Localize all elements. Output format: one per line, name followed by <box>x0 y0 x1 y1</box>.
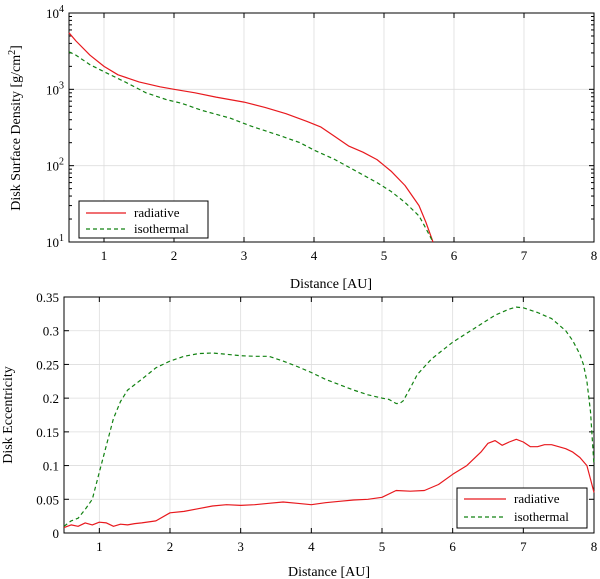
surface-density-legend: radiative isothermal <box>78 200 209 239</box>
series-line-isothermal <box>68 51 434 243</box>
surface-density-chart: 1 2 3 4 5 6 7 8 101 102 103 104 Distance [AU] Disk … <box>7 4 597 292</box>
x-tick-label: 6 <box>451 248 458 263</box>
y-tick-label: 0.1 <box>43 459 59 474</box>
y-tick-label: 0.15 <box>36 425 59 440</box>
eccentricity-grid <box>64 297 594 533</box>
y-tick-label: 0.3 <box>43 324 59 339</box>
y-tick-label: 0 <box>53 526 60 541</box>
legend-label-radiative: radiative <box>134 205 180 220</box>
y-tick-label: 0.35 <box>36 290 59 305</box>
surface-density-plot-frame <box>68 12 595 243</box>
surface-density-x-axis-label: Distance [AU] <box>290 277 372 292</box>
legend-label-isothermal: isothermal <box>134 221 189 236</box>
y-tick-label: 101 <box>46 233 64 250</box>
x-tick-label: 3 <box>241 248 248 263</box>
series-line-radiative <box>68 32 434 243</box>
x-tick-label: 8 <box>591 539 598 554</box>
surface-density-y-axis-label: Disk Surface Density [g/cm2] <box>7 45 24 211</box>
series-line-radiative <box>63 438 595 529</box>
y-tick-label: 103 <box>46 80 64 97</box>
legend-label-isothermal: isothermal <box>514 509 569 524</box>
x-tick-label: 4 <box>311 248 318 263</box>
surface-density-series <box>68 32 434 243</box>
x-tick-label: 5 <box>379 539 386 554</box>
eccentricity-y-axis-label: Disk Eccentricity <box>1 366 16 464</box>
eccentricity-x-axis-label: Distance [AU] <box>288 565 370 579</box>
x-tick-label: 4 <box>308 539 315 554</box>
y-tick-label: 0.25 <box>36 357 59 372</box>
x-tick-label: 5 <box>381 248 388 263</box>
x-tick-label: 7 <box>521 248 528 263</box>
x-tick-label: 2 <box>167 539 174 554</box>
eccentricity-legend: radiative isothermal <box>456 487 588 529</box>
x-tick-label: 1 <box>101 248 108 263</box>
eccentricity-plot-frame <box>63 296 595 534</box>
x-tick-label: 2 <box>171 248 178 263</box>
surface-density-ticks: 1 2 3 4 5 6 7 8 101 102 103 104 <box>46 4 597 263</box>
x-tick-label: 3 <box>237 539 244 554</box>
y-tick-label: 0.05 <box>36 492 59 507</box>
eccentricity-legend-box <box>456 487 588 529</box>
y-tick-label: 102 <box>46 157 64 174</box>
eccentricity-ticks: 1 2 3 4 5 6 7 8 0 0.05 0.1 0.15 0.2 0.25 0.3 0.35 <box>36 290 597 554</box>
x-tick-label: 7 <box>520 539 527 554</box>
x-tick-label: 8 <box>591 248 598 263</box>
eccentricity-series <box>63 306 595 529</box>
surface-density-legend-box <box>78 200 209 239</box>
legend-label-radiative: radiative <box>514 491 560 506</box>
y-tick-label: 0.2 <box>43 391 59 406</box>
y-tick-label: 104 <box>46 4 64 21</box>
eccentricity-chart: 1 2 3 4 5 6 7 8 0 0.05 0.1 0.15 0.2 0.25 0.3 0.35 Dista… <box>1 290 597 579</box>
x-tick-label: 1 <box>96 539 103 554</box>
x-tick-label: 6 <box>449 539 456 554</box>
surface-density-grid <box>69 13 594 242</box>
